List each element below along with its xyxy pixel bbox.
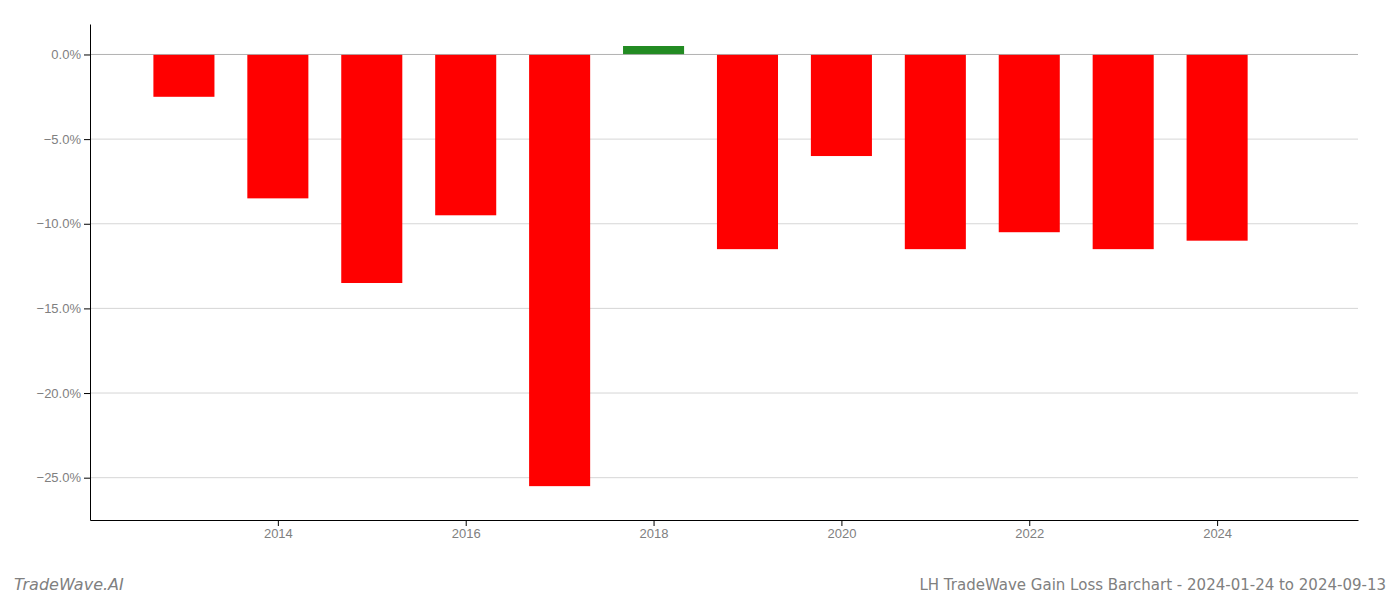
tick-mark — [1217, 520, 1218, 526]
bar — [153, 54, 214, 96]
grid-line — [90, 54, 1358, 55]
tick-mark — [84, 478, 90, 479]
tick-mark — [278, 520, 279, 526]
tick-label: 0.0% — [51, 47, 81, 62]
tick-label: 2016 — [452, 526, 481, 541]
bar — [247, 54, 308, 198]
title: LH TradeWave Gain Loss Barchart - 2024-0… — [919, 576, 1386, 594]
tick: 2016 — [452, 520, 481, 541]
tick-label: 2022 — [1015, 526, 1044, 541]
chart: 2014 2016 2018 2020 2022 2024 0.0% −5.0% −10.0% −… — [0, 0, 1400, 600]
tick: 0.0% — [51, 47, 90, 62]
bar — [999, 54, 1060, 232]
bar — [341, 54, 402, 283]
zero-line — [90, 54, 1358, 55]
bar — [905, 54, 966, 249]
tick-mark — [1029, 520, 1030, 526]
tick: 2022 — [1015, 520, 1044, 541]
tick-mark — [84, 139, 90, 140]
bar — [1093, 54, 1154, 249]
y-axis: 0.0% −5.0% −10.0% −15.0% −20.0% −25.0% — [37, 25, 91, 521]
tick-label: 2024 — [1203, 526, 1232, 541]
tick: −15.0% — [37, 301, 90, 316]
bar — [717, 54, 778, 249]
tick: 2020 — [827, 520, 856, 541]
x-axis: 2014 2016 2018 2020 2022 2024 — [91, 520, 1359, 541]
bar — [811, 54, 872, 156]
tick: 2018 — [640, 520, 669, 541]
tick-label: −5.0% — [44, 132, 82, 147]
tick-mark — [84, 308, 90, 309]
axis-line — [90, 25, 91, 521]
tick-label: −25.0% — [37, 470, 82, 485]
tick: −5.0% — [44, 132, 90, 147]
bar — [435, 54, 496, 215]
bar — [529, 54, 590, 486]
tick: −20.0% — [37, 386, 90, 401]
tick-label: 2020 — [827, 526, 856, 541]
tick: −25.0% — [37, 470, 90, 485]
tick: −10.0% — [37, 216, 90, 231]
tick-label: −15.0% — [37, 301, 82, 316]
axis-line — [91, 520, 1359, 521]
tick-mark — [84, 54, 90, 55]
tick-mark — [654, 520, 655, 526]
grid — [90, 54, 1358, 477]
bar — [623, 46, 684, 54]
tick-mark — [841, 520, 842, 526]
plot: 2014 2016 2018 2020 2022 2024 0.0% −5.0% −10.0% −… — [37, 25, 1359, 542]
tick-mark — [84, 393, 90, 394]
watermark: TradeWave.AI — [14, 575, 124, 594]
tick-label: −10.0% — [37, 216, 82, 231]
tick-mark — [466, 520, 467, 526]
tick-label: 2018 — [640, 526, 669, 541]
grid-line — [90, 393, 1358, 394]
tick: 2014 — [264, 520, 293, 541]
bar — [1187, 54, 1248, 240]
tick: 2024 — [1203, 520, 1232, 541]
grid-line — [90, 477, 1358, 478]
tick-label: 2014 — [264, 526, 293, 541]
tick-label: −20.0% — [37, 386, 82, 401]
tick-mark — [84, 224, 90, 225]
bars — [153, 46, 1247, 486]
grid-line — [90, 308, 1358, 309]
